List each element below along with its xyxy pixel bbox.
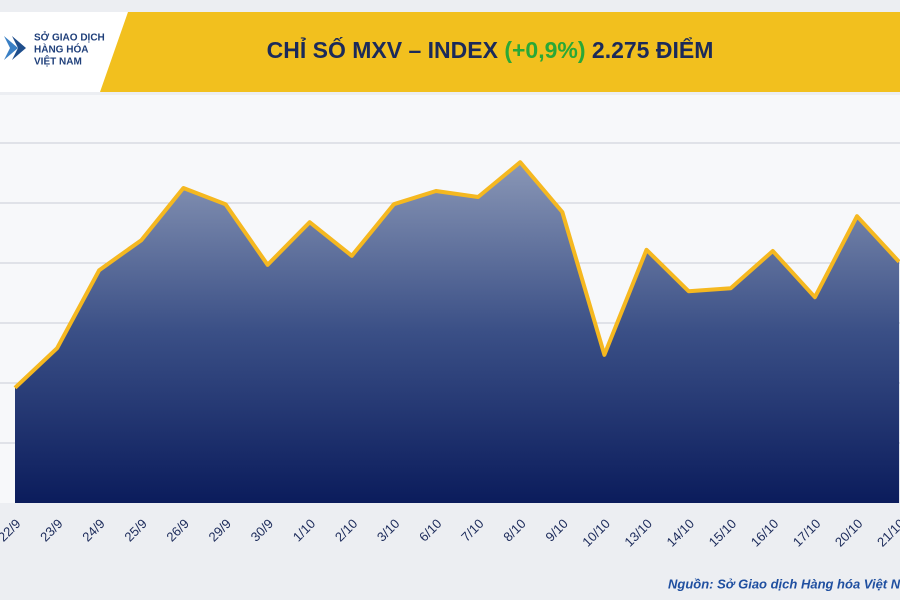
logo-icon bbox=[12, 36, 26, 60]
source-note: Nguồn: Sở Giao dịch Hàng hóa Việt Nam bbox=[668, 576, 900, 591]
chart-title: CHỈ SỐ MXV – INDEX (+0,9%) 2.275 ĐIỂM bbox=[267, 35, 714, 63]
logo-icon bbox=[4, 36, 18, 60]
header-band bbox=[0, 12, 900, 92]
logo-panel bbox=[0, 12, 128, 92]
logo-text: HÀNG HÓA bbox=[34, 43, 88, 56]
area-fill bbox=[15, 162, 900, 503]
title-part: 2.275 ĐIỂM bbox=[592, 36, 713, 63]
logo-text: SỞ GIAO DỊCH bbox=[34, 31, 105, 44]
line bbox=[13, 160, 900, 390]
title-change: (+0,9%) bbox=[504, 37, 585, 63]
title-part: CHỈ SỐ MXV – INDEX bbox=[267, 35, 499, 63]
logo-text: VIỆT NAM bbox=[34, 55, 82, 68]
